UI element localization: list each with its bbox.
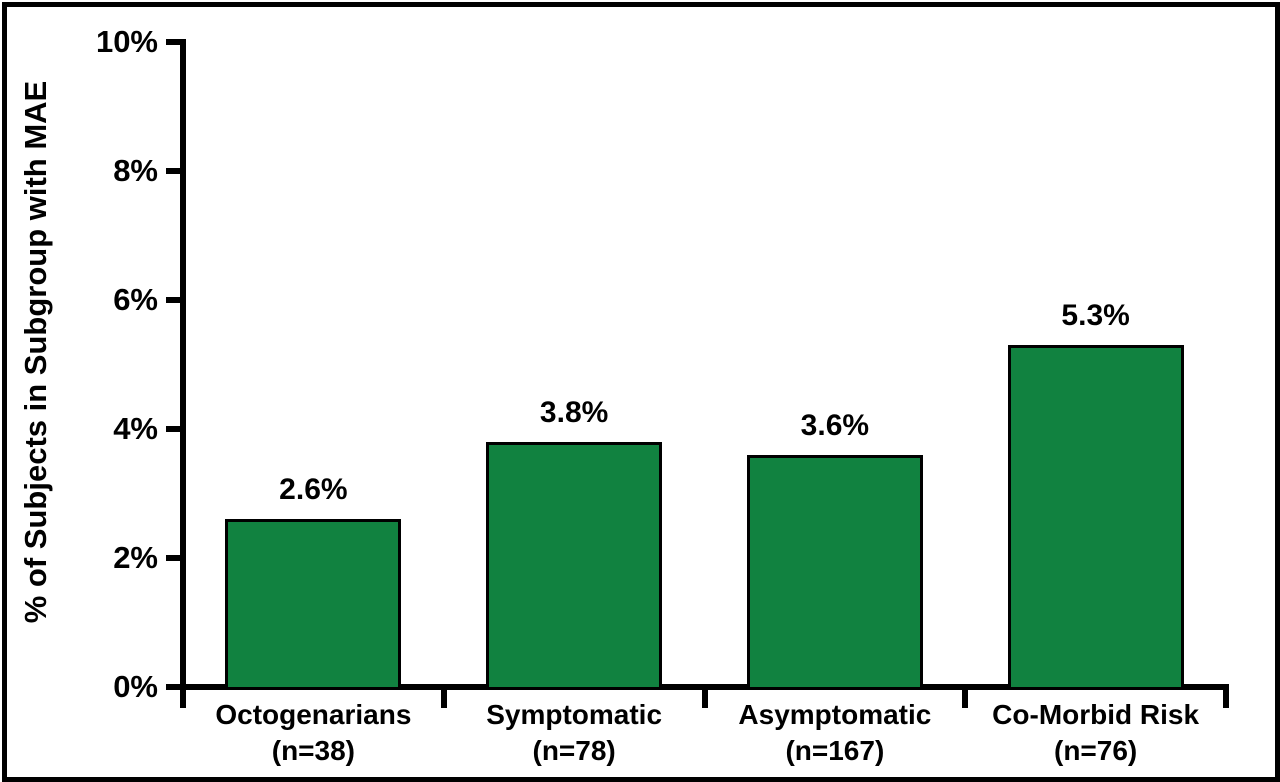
y-tick-label: 8% [113, 153, 158, 188]
x-tick [701, 690, 708, 708]
bar-value-label: 2.6% [279, 473, 348, 506]
y-tick-label: 6% [113, 282, 158, 317]
x-tick [962, 690, 969, 708]
category-n-count: (n=38) [271, 735, 355, 766]
bar [225, 519, 402, 690]
x-tick [1223, 690, 1229, 708]
y-tick-label: 4% [113, 411, 158, 446]
y-tick [166, 684, 180, 690]
category-name: Asymptomatic [738, 699, 932, 730]
category-n-count: (n=76) [1054, 735, 1138, 766]
bar-value-label: 3.6% [800, 409, 870, 442]
bar-value-label: 3.8% [539, 396, 609, 429]
y-tick-label: 2% [113, 540, 158, 575]
y-tick-label: 0% [113, 669, 158, 704]
bar [746, 455, 923, 690]
category-n-count: (n=78) [532, 735, 616, 766]
y-tick [166, 39, 180, 45]
category-label: Asymptomatic (n=167) [695, 697, 975, 769]
x-tick [180, 690, 186, 708]
y-tick [166, 168, 180, 174]
category-label: Symptomatic (n=78) [434, 697, 714, 769]
category-label: Co-Morbid Risk (n=76) [956, 697, 1236, 769]
x-tick [440, 690, 447, 708]
category-n-count: (n=167) [785, 735, 885, 766]
category-label: Octogenarians (n=38) [173, 697, 453, 769]
y-tick [166, 555, 180, 561]
y-axis-line [180, 39, 186, 690]
bar [1007, 345, 1184, 690]
y-tick-label: 10% [95, 24, 158, 59]
y-tick [166, 426, 180, 432]
category-name: Octogenarians [215, 699, 412, 730]
y-tick [166, 297, 180, 303]
category-name: Co-Morbid Risk [992, 699, 1200, 730]
category-name: Symptomatic [486, 699, 663, 730]
bar [486, 442, 663, 690]
x-axis-line [180, 684, 1229, 690]
bar-value-label: 5.3% [1061, 299, 1130, 332]
